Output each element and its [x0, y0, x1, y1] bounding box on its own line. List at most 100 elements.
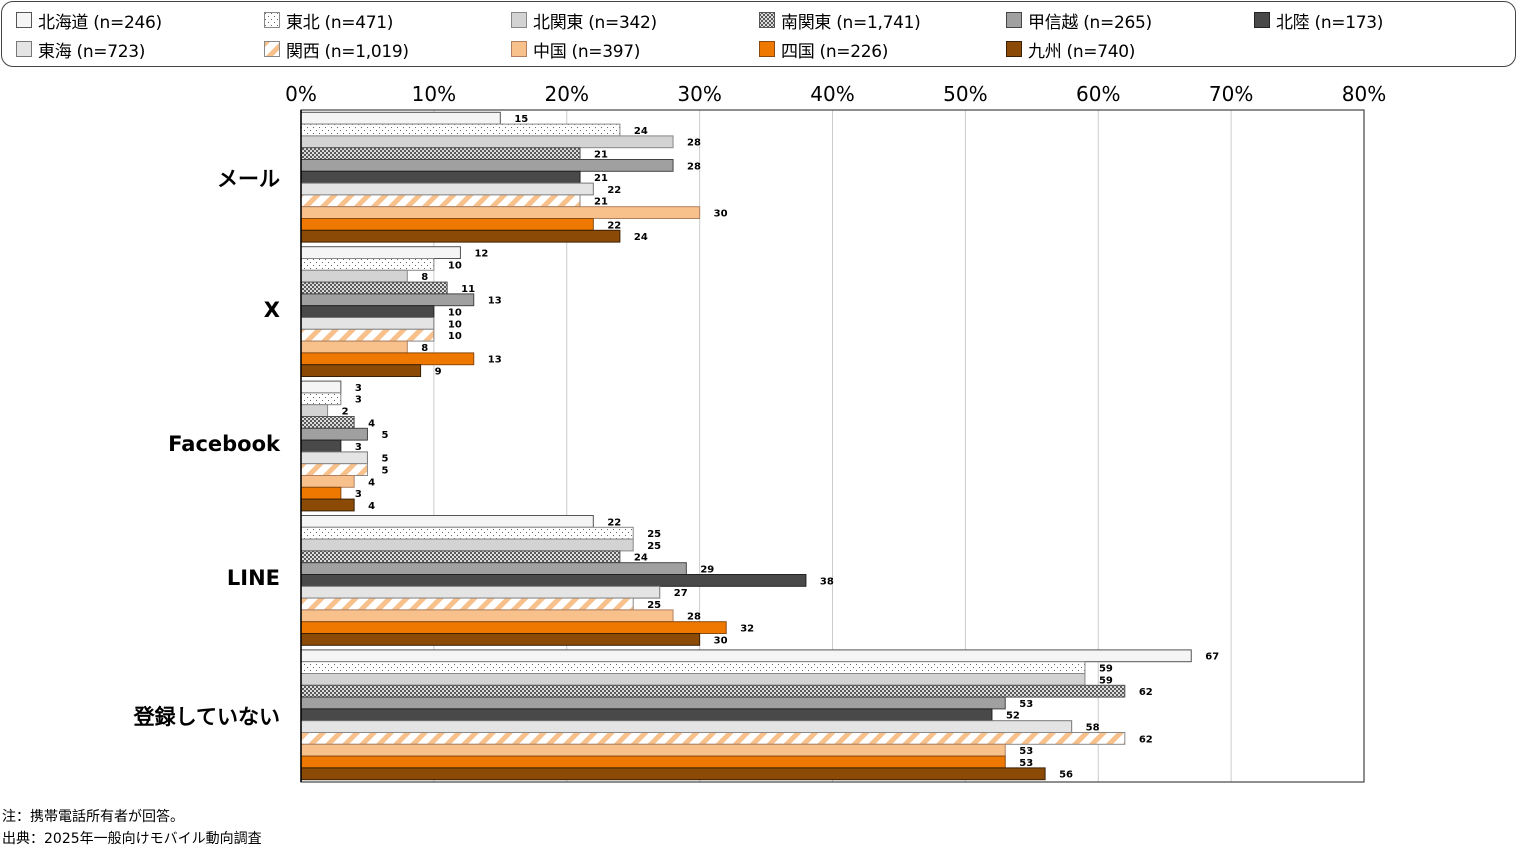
legend-label: 四国 (n=226) — [781, 41, 889, 62]
data-label: 32 — [740, 624, 754, 635]
legend-item: 南関東 (n=1,741) — [759, 10, 921, 33]
bar — [300, 135, 674, 149]
legend-swatch — [16, 12, 32, 28]
legend-label: 関西 (n=1,019) — [286, 41, 409, 62]
bar — [300, 170, 581, 184]
x-tick-label: 50% — [943, 82, 987, 106]
legend-swatch — [264, 41, 280, 57]
data-label: 27 — [674, 588, 688, 599]
bar — [300, 550, 621, 564]
data-label: 13 — [488, 355, 502, 366]
data-label: 12 — [474, 249, 488, 260]
x-tick-label: 40% — [810, 82, 854, 106]
data-label: 5 — [381, 454, 388, 465]
bar — [300, 364, 422, 378]
data-label: 25 — [647, 600, 661, 611]
bar — [300, 755, 1006, 769]
legend-swatch — [1006, 41, 1022, 57]
bar — [300, 380, 342, 394]
data-label: 8 — [421, 343, 428, 354]
data-label: 22 — [607, 220, 621, 231]
category-label: LINE — [226, 566, 280, 591]
data-label: 56 — [1059, 770, 1073, 781]
legend-label: 東海 (n=723) — [38, 41, 146, 62]
bar — [300, 574, 807, 587]
bar — [300, 451, 368, 465]
legend-item: 北陸 (n=173) — [1254, 10, 1383, 33]
legend-label: 北関東 (n=342) — [533, 12, 657, 33]
data-label: 53 — [1019, 746, 1033, 757]
legend-item: 北海道 (n=246) — [16, 10, 162, 33]
data-label: 4 — [368, 418, 375, 429]
bar — [300, 684, 1126, 698]
bar — [300, 486, 342, 500]
bar — [300, 269, 408, 283]
legend-item: 四国 (n=226) — [759, 39, 889, 62]
x-tick-label: 0% — [285, 82, 317, 106]
bar — [300, 416, 355, 429]
bar — [300, 392, 342, 406]
bar — [300, 182, 594, 196]
bar — [300, 661, 1086, 675]
bar — [300, 597, 634, 611]
bar — [300, 585, 661, 599]
legend-label: 中国 (n=397) — [533, 41, 641, 62]
data-label: 5 — [381, 466, 388, 477]
legend-label: 甲信越 (n=265) — [1028, 12, 1152, 33]
data-label: 24 — [634, 232, 648, 243]
bar — [300, 159, 674, 172]
x-tick-label: 60% — [1076, 82, 1120, 106]
data-label: 11 — [461, 284, 475, 295]
legend-label: 南関東 (n=1,741) — [781, 12, 921, 33]
data-label: 29 — [700, 565, 714, 576]
legend-swatch — [16, 41, 32, 57]
bar — [300, 633, 701, 646]
bar — [300, 293, 475, 307]
x-tick-label: 70% — [1209, 82, 1253, 106]
bar — [300, 538, 634, 552]
data-label: 58 — [1086, 723, 1100, 734]
bar — [300, 439, 342, 453]
bar — [300, 229, 621, 243]
data-label: 10 — [448, 331, 462, 342]
category-label: X — [263, 297, 280, 322]
data-label: 21 — [594, 173, 608, 184]
bar — [300, 246, 461, 259]
legend-swatch — [1254, 12, 1270, 28]
legend-item: 甲信越 (n=265) — [1006, 10, 1152, 33]
bar — [300, 427, 368, 441]
legend-swatch — [759, 41, 775, 57]
bar — [300, 708, 993, 722]
data-label: 28 — [687, 612, 701, 623]
data-label: 21 — [594, 197, 608, 208]
legend-swatch — [1006, 12, 1022, 28]
legend-swatch — [759, 12, 775, 28]
footnote: 注：携帯電話所有者が回答。 — [2, 809, 184, 825]
bar — [300, 562, 687, 576]
bar — [300, 649, 1192, 663]
bar — [300, 404, 329, 418]
bar — [300, 463, 368, 477]
legend-item: 東海 (n=723) — [16, 39, 146, 62]
data-label: 52 — [1006, 711, 1020, 722]
bar — [300, 123, 621, 137]
data-label: 28 — [687, 161, 701, 172]
bar — [300, 526, 634, 540]
data-label: 13 — [488, 296, 502, 307]
data-label: 53 — [1019, 758, 1033, 769]
bar — [300, 621, 727, 635]
data-label: 15 — [514, 114, 528, 125]
bar — [300, 673, 1086, 686]
legend-swatch — [264, 12, 280, 28]
legend-label: 北海道 (n=246) — [38, 12, 162, 33]
data-label: 3 — [355, 489, 362, 500]
bar — [300, 767, 1046, 781]
bar — [300, 218, 594, 231]
legend-item: 関西 (n=1,019) — [264, 39, 409, 62]
x-tick-label: 10% — [412, 82, 456, 106]
data-label: 3 — [355, 395, 362, 406]
bar — [300, 498, 355, 512]
data-label: 3 — [355, 383, 362, 394]
bar — [300, 732, 1126, 745]
bar — [300, 475, 355, 488]
